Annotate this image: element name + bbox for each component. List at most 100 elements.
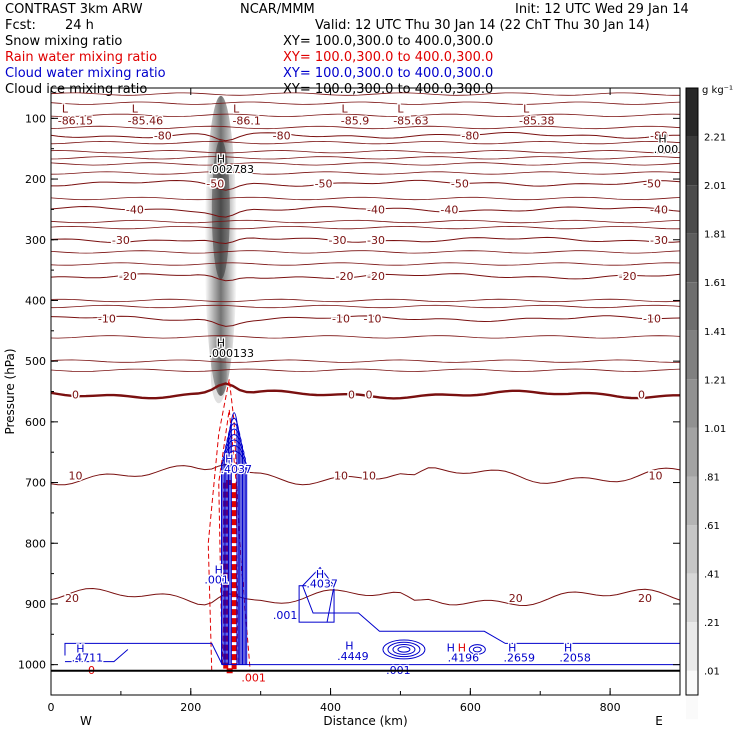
extremum-label: H xyxy=(508,641,516,654)
temperature-contour xyxy=(50,335,681,339)
cloud-water-contour xyxy=(223,439,245,665)
contour-label: -50 xyxy=(451,177,469,190)
extremum-label: L xyxy=(341,102,348,115)
forecast-hours: 24 h xyxy=(65,18,94,33)
model-title: CONTRAST 3km ARW xyxy=(5,2,143,17)
colorbar-segment xyxy=(686,379,698,428)
extremum-label: H xyxy=(217,153,225,166)
cloud-water-contour xyxy=(382,639,426,660)
extremum-label: .4037 xyxy=(220,463,252,476)
cloud-water-contour xyxy=(226,428,242,665)
extremum-label: -85.46 xyxy=(128,114,163,127)
extremum-label: H xyxy=(217,337,225,350)
extremum-label: H xyxy=(447,641,455,654)
contour-label: 20 xyxy=(638,592,652,605)
colorbar-segment xyxy=(686,233,698,283)
colorbar-label: 1.21 xyxy=(704,375,726,386)
direction-east: E xyxy=(655,714,663,728)
contour-label: -40 xyxy=(440,203,458,216)
colorbar-label: .61 xyxy=(704,521,720,532)
temperature-contour xyxy=(50,273,681,282)
contour-label: 20 xyxy=(65,592,79,605)
snow-core xyxy=(211,139,230,280)
extremum-label: -85.38 xyxy=(519,114,554,127)
temperature-contour xyxy=(50,359,681,363)
extremum-label: H xyxy=(458,641,466,654)
y-axis-label: Pressure (hPa) xyxy=(3,348,17,434)
extremum-label: L xyxy=(397,102,404,115)
contour-label: -40 xyxy=(650,203,668,216)
legend-entry-name: Rain water mixing ratio xyxy=(5,50,158,65)
temperature-contour xyxy=(50,250,681,254)
temperature-contour xyxy=(50,140,681,145)
init-time: Init: 12 UTC Wed 29 Jan 14 xyxy=(515,2,689,17)
extremum-label: .000133 xyxy=(209,347,255,360)
temperature-contour xyxy=(50,92,680,96)
contour-label: 10 xyxy=(649,469,663,482)
colorbar-segment xyxy=(686,282,698,331)
contour-label: 0 xyxy=(638,389,645,402)
temperature-contour xyxy=(50,236,681,245)
contour-label: -20 xyxy=(336,270,354,283)
temperature-contour xyxy=(50,171,681,175)
extremum-label: .2058 xyxy=(559,652,591,665)
x-tick-label: 800 xyxy=(600,701,621,714)
forecast-label: Fcst: xyxy=(5,18,36,33)
colorbar-label: 1.41 xyxy=(704,327,726,338)
temperature-contour xyxy=(50,156,681,160)
temperature-contour xyxy=(51,179,681,191)
contour-label: 0 xyxy=(348,389,355,402)
direction-west: W xyxy=(80,714,92,728)
contour-label: 0 xyxy=(365,389,372,402)
colorbar-label: .21 xyxy=(704,618,720,629)
extremum-label: L xyxy=(62,102,69,115)
extremum-label: .4037 xyxy=(306,578,338,591)
contour-label: -80 xyxy=(461,129,479,142)
contour-label: -50 xyxy=(643,177,661,190)
snow-plume xyxy=(204,95,237,396)
extremum-label: .000 xyxy=(654,143,679,156)
extremum-label: H xyxy=(215,564,223,577)
extremum-label: .001 xyxy=(273,609,298,622)
x-tick-label: 400 xyxy=(320,701,341,714)
temperature-contour xyxy=(50,382,680,400)
contour-label: -80 xyxy=(154,129,172,142)
extremum-label: H xyxy=(564,641,572,654)
extremum-label: -86.1 xyxy=(232,114,260,127)
cloud-water-contour xyxy=(298,585,335,623)
cloud-water-contour xyxy=(64,566,681,666)
legend-entry-name: Cloud water mixing ratio xyxy=(5,66,166,81)
colorbar-segment xyxy=(686,185,698,234)
y-tick-label: 1000 xyxy=(18,659,46,672)
temperature-contour xyxy=(50,196,681,201)
extremum-label: H xyxy=(658,133,666,146)
temperature-contour xyxy=(50,315,681,327)
temperature-contour xyxy=(50,225,680,230)
valid-time: Valid: 12 UTC Thu 30 Jan 14 (22 ChT Thu … xyxy=(315,18,650,33)
extremum-label: H xyxy=(225,453,233,466)
contour-label: -30 xyxy=(112,234,130,247)
colorbar-label: 1.01 xyxy=(704,424,726,435)
y-tick-label: 200 xyxy=(25,173,46,186)
contour-label: 10 xyxy=(68,469,82,482)
colorbar-label: 2.21 xyxy=(704,133,726,144)
cloud-water-contour xyxy=(225,434,243,665)
temperature-contour xyxy=(50,298,681,303)
extremum-label: L xyxy=(523,102,530,115)
cloud-water-contour xyxy=(221,450,248,665)
temperature-contour xyxy=(50,368,681,372)
colorbar-segment xyxy=(686,476,698,526)
temperature-contour xyxy=(50,132,680,142)
extremum-label: -86.15 xyxy=(58,114,93,127)
contour-label: -40 xyxy=(367,203,385,216)
contour-label: 10 xyxy=(334,469,348,482)
temperature-contour xyxy=(50,125,681,130)
extremum-label: .4196 xyxy=(448,652,480,665)
contour-label: -20 xyxy=(619,270,637,283)
y-tick-label: 300 xyxy=(25,234,46,247)
temperature-contour xyxy=(50,150,681,154)
extremum-label: L xyxy=(132,102,139,115)
extremum-label: .001 xyxy=(241,672,266,685)
cloud-water-contour xyxy=(392,644,416,655)
